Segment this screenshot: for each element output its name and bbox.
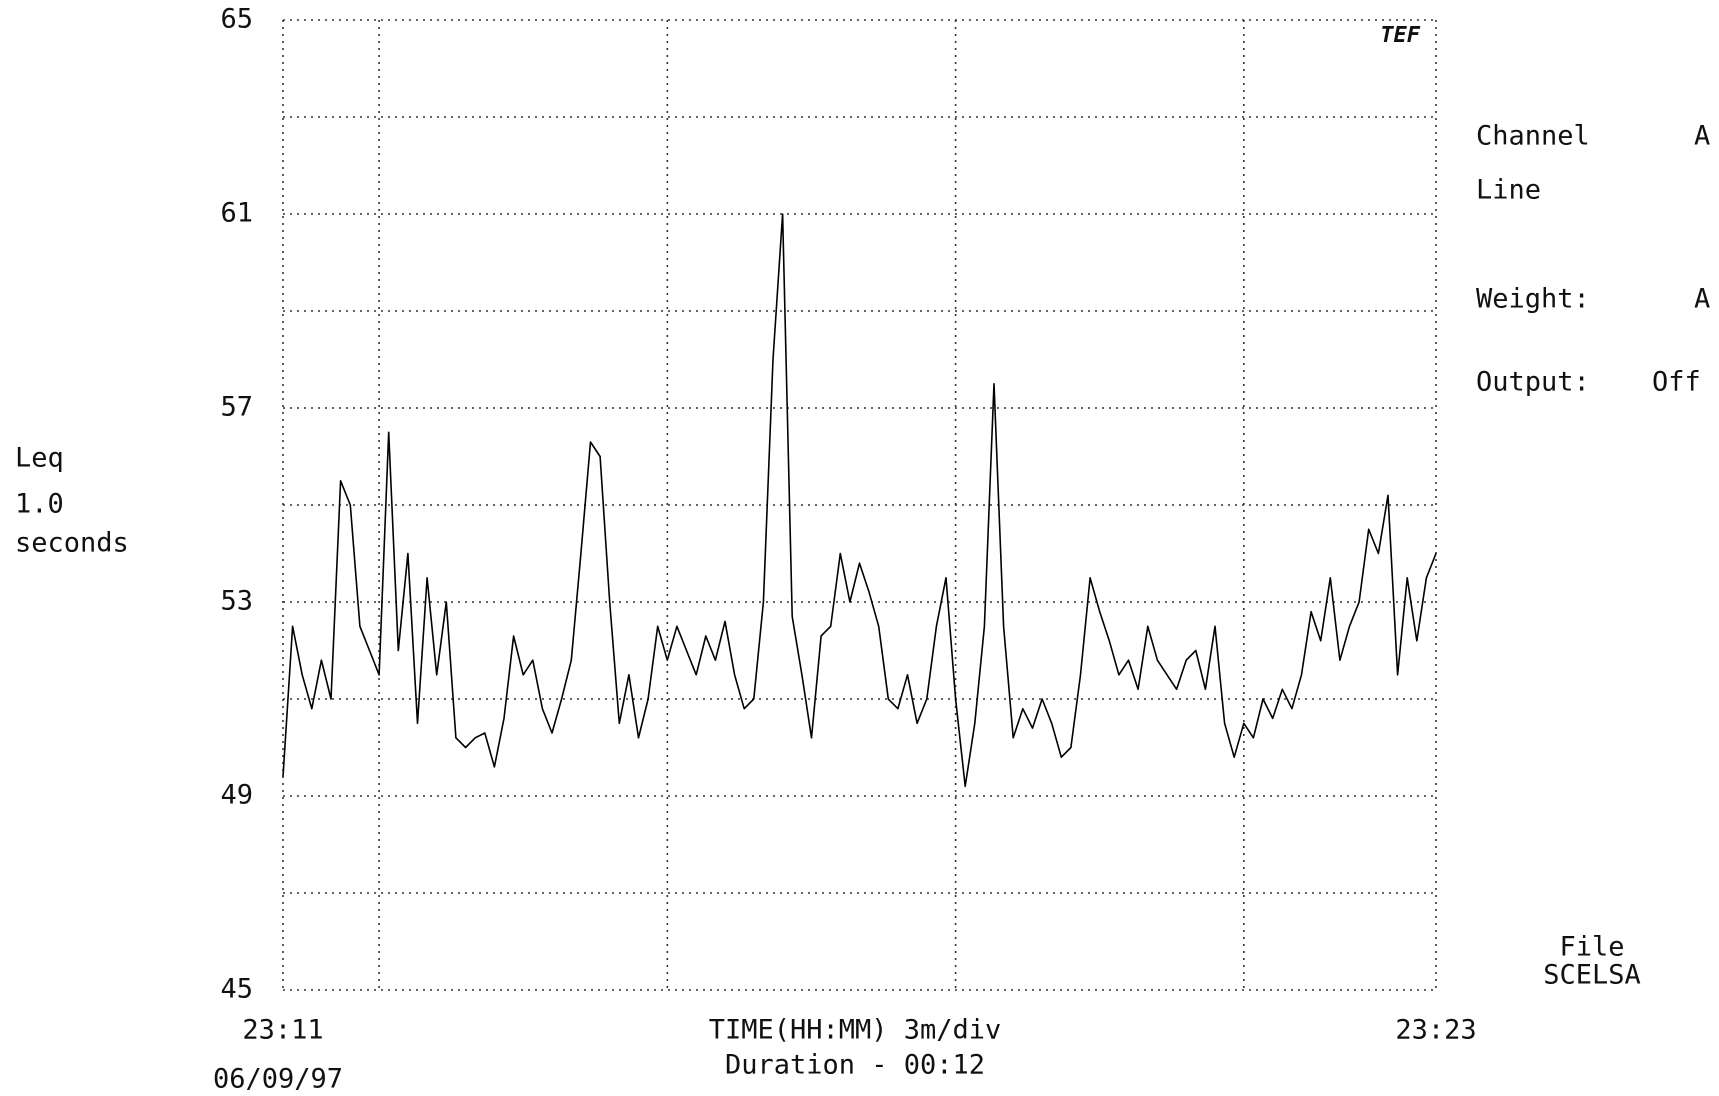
y-tick-label: 65 — [220, 4, 253, 35]
y-axis-label: Leq — [15, 443, 64, 474]
info-label: Output: — [1476, 367, 1590, 398]
date: 06/09/97 — [213, 1064, 343, 1095]
x-axis-label: TIME(HH:MM) 3m/div — [709, 1015, 1002, 1046]
y-tick-label: 49 — [220, 780, 253, 811]
logo: TEF — [1380, 23, 1420, 48]
info-label: Weight: — [1476, 284, 1590, 315]
duration: Duration - 00:12 — [725, 1050, 985, 1081]
info-value: A — [1694, 284, 1710, 315]
info-value: A — [1694, 121, 1710, 152]
y-axis-label: seconds — [15, 528, 129, 559]
data-line — [282, 213, 1437, 788]
info-label: Line — [1476, 175, 1541, 206]
y-axis-label: 1.0 — [15, 489, 64, 520]
info-value: Off — [1652, 367, 1701, 398]
info-label: Channel — [1476, 121, 1590, 152]
y-tick-label: 53 — [220, 586, 253, 617]
y-tick-label: 57 — [220, 392, 253, 423]
y-tick-label: 61 — [220, 198, 253, 229]
y-tick-label: 45 — [220, 974, 253, 1005]
x-tick-label: 23:23 — [1395, 1015, 1476, 1046]
x-tick-label: 23:11 — [242, 1015, 323, 1046]
file-name: SCELSA — [1543, 960, 1641, 991]
file-label: File — [1559, 932, 1624, 963]
